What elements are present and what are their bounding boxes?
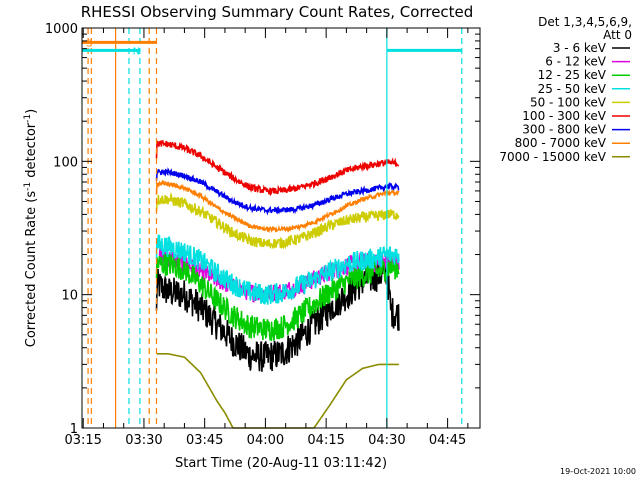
x-tick-label: 04:00 [247,433,284,448]
legend-entry-label-1: 6 - 12 keV [545,55,607,69]
series-line-3 [155,234,400,305]
series-line-6 [155,167,400,216]
legend-entry-label-4: 50 - 100 keV [530,95,607,109]
x-tick-label: 04:15 [307,433,344,448]
y-axis-label-sup1: -1 [23,182,33,191]
y-tick-label: 100 [53,155,78,170]
y-axis-label-end: ) [24,109,39,114]
series-line-5 [155,139,400,197]
series-line-7 [155,179,400,234]
flag-bar-layer: SN [82,38,462,57]
legend-entry-label-8: 7000 - 15000 keV [499,150,606,164]
series-line-2 [155,253,400,342]
legend-entry-label-0: 3 - 6 keV [553,41,607,55]
legend-entry-label-3: 25 - 50 keV [538,82,607,96]
x-axis-label: Start Time (20-Aug-11 03:11:42) [175,456,387,471]
y-axis-label: Corrected Count Rate (s-1 detector-1) [23,109,39,347]
y-axis-label-sup2: -1 [23,114,33,123]
legend-entry-label-5: 100 - 300 keV [522,109,606,123]
x-tick-label: 03:15 [64,433,101,448]
axis-layer: 03:15 03:30 03:45 04:00 04:15 04:30 04:45 1 10 10… [45,22,480,448]
x-tick-label: 04:45 [429,433,466,448]
flag-label-1: N [133,46,140,57]
y-tick-label: 1000 [45,22,78,37]
legend-entry-label-6: 300 - 800 keV [522,123,606,137]
series-layer [155,139,400,429]
y-axis-label-mid: detector [24,122,39,182]
y-axis-label-main: Corrected Count Rate (s [24,191,39,348]
legend-entry-label-2: 12 - 25 keV [538,68,607,82]
legend-header-line2: Att 0 [603,28,632,42]
time-marker-layer [87,28,463,428]
series-line-0 [155,258,400,372]
y-tick-label: 1 [70,422,78,437]
plot-frame [81,27,481,429]
legend-entry-label-7: 800 - 7000 keV [515,136,607,150]
legend-header-line1: Det 1,3,4,5,6,9, [538,15,632,29]
generation-timestamp: 19-Oct-2021 10:00 [560,467,636,476]
chart-title: RHESSI Observing Summary Count Rates, Co… [81,3,474,21]
x-tick-label: 04:30 [368,433,405,448]
series-line-4 [155,191,400,250]
x-tick-label: 03:45 [186,433,223,448]
y-tick-label: 10 [61,289,78,304]
flag-label-0: S [86,38,92,49]
x-tick-label: 03:30 [125,433,162,448]
